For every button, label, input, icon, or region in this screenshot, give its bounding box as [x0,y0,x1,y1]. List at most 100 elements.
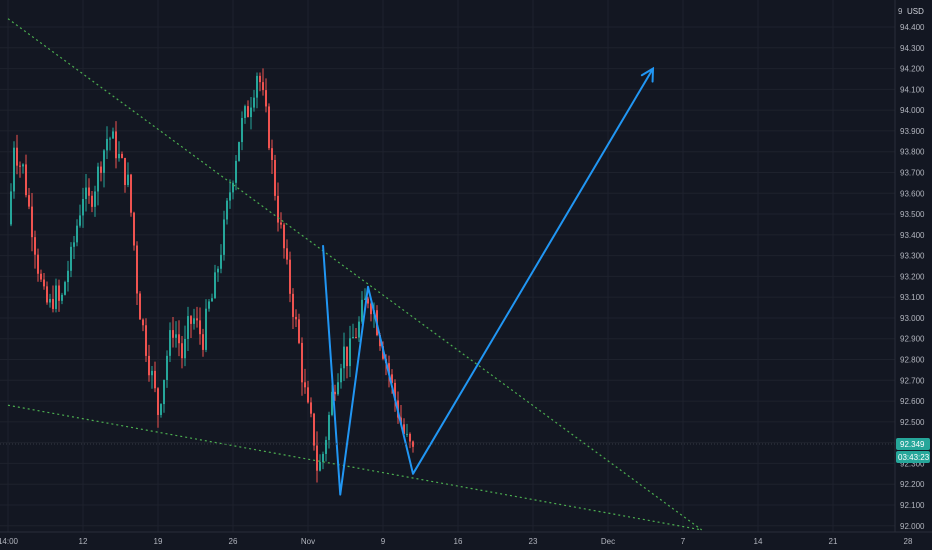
candle-body[interactable] [151,370,153,376]
candle-body[interactable] [109,138,111,140]
candle-body[interactable] [142,319,144,326]
candle-body[interactable] [361,299,363,322]
candle-body[interactable] [205,308,207,350]
candle-body[interactable] [154,370,156,389]
candle-body[interactable] [226,200,228,220]
candle-body[interactable] [157,388,159,415]
candle-body[interactable] [331,391,333,415]
candle-body[interactable] [64,282,66,295]
drawing-layer[interactable] [7,18,703,531]
candle-body[interactable] [316,445,318,471]
candle-body[interactable] [313,413,315,446]
candle-body[interactable] [139,293,141,320]
candle-body[interactable] [127,174,129,185]
candle-body[interactable] [169,330,171,356]
candle-body[interactable] [346,346,348,367]
candle-body[interactable] [202,334,204,350]
candle-body[interactable] [211,298,213,302]
candle-body[interactable] [247,106,249,118]
candle-body[interactable] [238,142,240,161]
candle-body[interactable] [133,212,135,246]
candle-body[interactable] [208,301,210,309]
candle-body[interactable] [88,187,90,196]
candle-body[interactable] [271,148,273,160]
candle-body[interactable] [37,254,39,274]
candle-body[interactable] [256,75,258,98]
candle-body[interactable] [250,107,252,118]
candle-body[interactable] [124,158,126,185]
candle-body[interactable] [304,382,306,388]
candle-body[interactable] [358,321,360,338]
candle-body[interactable] [244,106,246,118]
candle-body[interactable] [295,316,297,320]
candle-body[interactable] [409,433,411,442]
candle-body[interactable] [262,82,264,91]
candle-body[interactable] [85,187,87,199]
candle-body[interactable] [367,298,369,304]
candle-body[interactable] [163,379,165,405]
candle-body[interactable] [100,166,102,173]
candle-body[interactable] [292,293,294,317]
currency-label[interactable]: USD [907,7,924,16]
candle-body[interactable] [19,165,21,167]
candle-body[interactable] [166,355,168,380]
candle-body[interactable] [229,192,231,201]
candle-body[interactable] [310,402,312,414]
candle-body[interactable] [58,285,60,301]
candle-body[interactable] [235,160,237,183]
candle-body[interactable] [67,270,69,283]
candle-body[interactable] [298,319,300,343]
candle-body[interactable] [172,330,174,338]
candle-body[interactable] [136,245,138,294]
candle-body[interactable] [145,325,147,356]
candle-body[interactable] [43,279,45,287]
candle-body[interactable] [412,441,414,447]
candle-body[interactable] [178,334,180,344]
candle-body[interactable] [55,285,57,309]
candle-body[interactable] [187,316,189,339]
candle-body[interactable] [82,198,84,216]
candle-body[interactable] [94,191,96,207]
candle-body[interactable] [253,97,255,108]
candle-body[interactable] [34,237,36,255]
candle-body[interactable] [286,248,288,260]
candle-body[interactable] [301,342,303,383]
candle-body[interactable] [232,182,234,193]
candle-body[interactable] [70,246,72,271]
candle-body[interactable] [217,268,219,273]
candle-body[interactable] [265,90,267,107]
candle-body[interactable] [340,368,342,383]
time-axis[interactable]: 14:00 12 19 26 Nov 9 16 23 Dec 7 14 21 28 [0,531,932,550]
candle-body[interactable] [160,404,162,415]
candle-body[interactable] [91,195,93,207]
candle-body[interactable] [274,159,276,196]
candle-body[interactable] [268,106,270,149]
candle-body[interactable] [10,191,12,225]
candle-body[interactable] [79,215,81,226]
candle-body[interactable] [112,131,114,139]
candle-body[interactable] [283,224,285,249]
candle-body[interactable] [196,318,198,321]
candle-body[interactable] [181,343,183,359]
candle-body[interactable] [190,316,192,324]
candle-body[interactable] [352,336,354,339]
candle-body[interactable] [349,338,351,367]
candle-body[interactable] [148,355,150,376]
candle-body[interactable] [364,298,366,300]
candle-body[interactable] [130,174,132,213]
candle-body[interactable] [103,150,105,173]
candle-body[interactable] [343,346,345,369]
candle-body[interactable] [319,462,321,471]
candle-body[interactable] [73,242,75,247]
candle-body[interactable] [328,414,330,440]
candle-body[interactable] [280,222,282,225]
candle-body[interactable] [403,424,405,435]
candle-body[interactable] [307,387,309,403]
candle-body[interactable] [277,195,279,223]
candle-body[interactable] [16,147,18,166]
candle-body[interactable] [184,338,186,359]
candle-body[interactable] [40,273,42,280]
upper-trendline[interactable] [7,18,703,531]
candle-body[interactable] [115,131,117,159]
